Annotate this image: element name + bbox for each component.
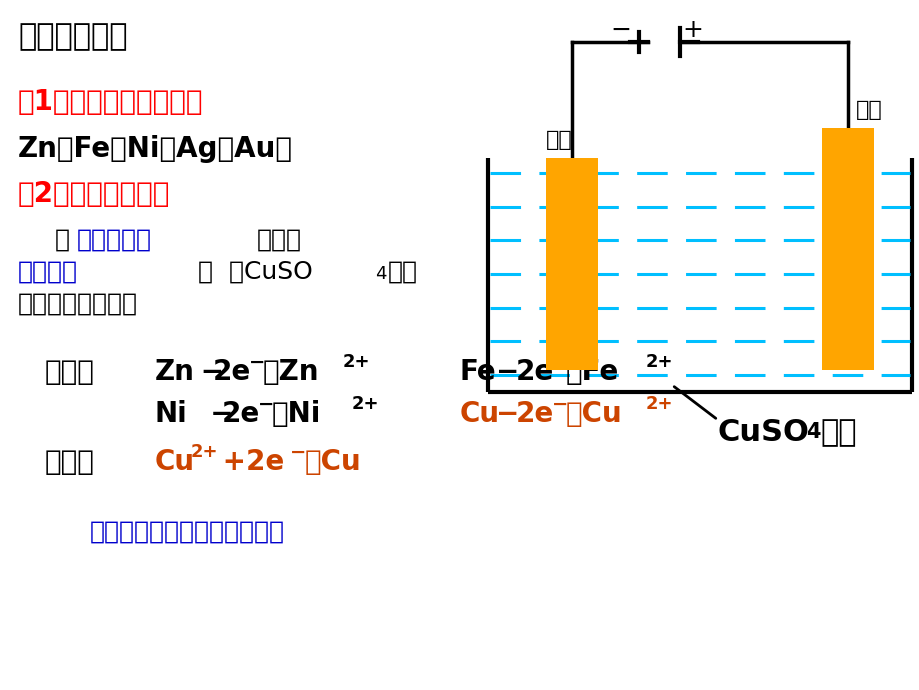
Text: 4: 4 [805, 422, 820, 442]
Text: 2+: 2+ [191, 443, 219, 461]
Text: （1）、粗铜所含的杂质: （1）、粗铜所含的杂质 [18, 88, 203, 116]
Text: 溶液: 溶液 [388, 260, 417, 284]
Text: CuSO: CuSO [717, 418, 809, 447]
Text: （2）、粗铜的精炼: （2）、粗铜的精炼 [18, 180, 170, 208]
Text: Cu: Cu [154, 448, 195, 476]
Text: 2+: 2+ [352, 395, 380, 413]
Text: 2e: 2e [213, 358, 251, 386]
Text: Cu: Cu [460, 400, 500, 428]
Text: −: − [257, 395, 274, 414]
Text: 2+: 2+ [645, 353, 673, 371]
Text: 2e: 2e [516, 358, 553, 386]
Text: 以: 以 [55, 228, 70, 252]
Text: ＝Zn: ＝Zn [263, 358, 319, 386]
Text: −: − [551, 353, 568, 372]
Text: 为电解液进行电解: 为电解液进行电解 [18, 292, 138, 316]
Text: 粗铜为阳极: 粗铜为阳极 [77, 228, 152, 252]
Text: 溶液: 溶液 [819, 418, 856, 447]
Text: 粗铜: 粗铜 [855, 100, 882, 120]
Text: 2+: 2+ [343, 353, 370, 371]
Text: +2e: +2e [213, 448, 284, 476]
Text: ，  以CuSO: ， 以CuSO [198, 260, 312, 284]
Text: −: − [551, 395, 568, 414]
Text: 铜的电解精炼: 铜的电解精炼 [18, 22, 128, 51]
Text: −: − [191, 400, 233, 428]
Text: +: + [681, 18, 702, 42]
Text: Zn: Zn [154, 358, 195, 386]
Text: ，以纯: ，以纯 [256, 228, 301, 252]
Text: 阳极：: 阳极： [45, 358, 95, 386]
Text: −: − [495, 400, 518, 428]
Text: −: − [495, 358, 518, 386]
Text: −: − [289, 443, 306, 462]
Text: Zn、Fe、Ni、Ag、Au等: Zn、Fe、Ni、Ag、Au等 [18, 135, 292, 163]
Text: 铜为阴极: 铜为阴极 [18, 260, 78, 284]
Text: −: − [191, 358, 223, 386]
Text: 阴极：: 阴极： [45, 448, 95, 476]
Text: 2e: 2e [221, 400, 260, 428]
Text: 2e: 2e [516, 400, 553, 428]
Text: 4: 4 [375, 265, 386, 283]
Text: ＝Ni: ＝Ni [272, 400, 321, 428]
Bar [545, 158, 597, 370]
Text: Ni: Ni [154, 400, 187, 428]
Text: 纯铜: 纯铜 [545, 130, 573, 150]
Text: ＝Cu: ＝Cu [565, 400, 622, 428]
Text: −: − [249, 353, 265, 372]
Text: Fe: Fe [460, 358, 496, 386]
Text: 2+: 2+ [645, 395, 673, 413]
Text: −: − [609, 18, 630, 42]
Text: ＝Cu: ＝Cu [305, 448, 361, 476]
Text: ＝Fe: ＝Fe [565, 358, 618, 386]
Text: 长时间电解后必须补充电解液: 长时间电解后必须补充电解液 [90, 520, 285, 544]
Bar [821, 128, 873, 370]
